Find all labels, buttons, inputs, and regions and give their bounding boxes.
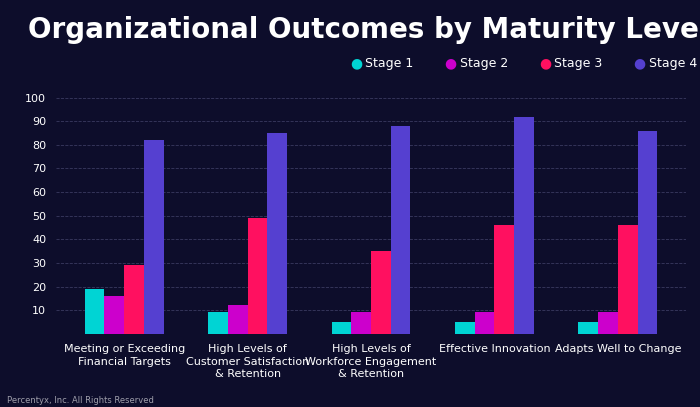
Bar	[124, 265, 144, 334]
Bar	[598, 313, 618, 334]
Bar	[514, 116, 534, 334]
Text: ●: ●	[634, 56, 645, 70]
Text: Stage 2: Stage 2	[460, 57, 508, 70]
Bar	[494, 225, 514, 334]
Text: ●: ●	[444, 56, 456, 70]
Bar	[455, 322, 475, 334]
Bar	[618, 225, 638, 334]
Text: Stage 3: Stage 3	[554, 57, 603, 70]
Bar	[578, 322, 598, 334]
Bar	[248, 218, 267, 334]
Text: Stage 4: Stage 4	[649, 57, 697, 70]
Bar	[351, 313, 371, 334]
Bar	[228, 305, 248, 334]
Bar	[85, 289, 104, 334]
Text: Organizational Outcomes by Maturity Level: Organizational Outcomes by Maturity Leve…	[28, 16, 700, 44]
Bar	[208, 313, 228, 334]
Bar	[104, 296, 124, 334]
Text: ●: ●	[539, 56, 551, 70]
Text: Percentyx, Inc. All Rights Reserved: Percentyx, Inc. All Rights Reserved	[7, 396, 154, 405]
Bar	[332, 322, 351, 334]
Bar	[475, 313, 494, 334]
Text: ●: ●	[350, 56, 362, 70]
Text: Stage 1: Stage 1	[365, 57, 414, 70]
Bar	[391, 126, 410, 334]
Bar	[638, 131, 657, 334]
Bar	[267, 133, 287, 334]
Bar	[371, 251, 391, 334]
Bar	[144, 140, 164, 334]
